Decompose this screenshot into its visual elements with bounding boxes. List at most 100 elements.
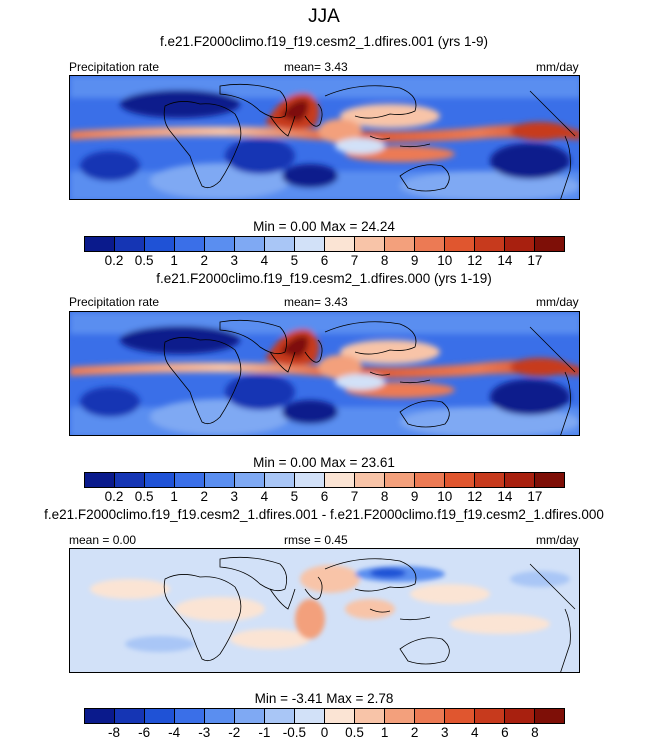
panel3-colorbar-cell xyxy=(265,709,295,723)
panel1-colorbar-cell xyxy=(385,237,415,251)
panel2-colorbar-cell xyxy=(295,473,325,487)
panel3-mean-label: mean = 0.00 xyxy=(69,533,137,547)
panel3-colorbar-cell xyxy=(85,709,115,723)
panel2-colorbar-cell xyxy=(505,473,535,487)
panel3-colorbar-cell xyxy=(115,709,145,723)
panel1-colorbar-cell xyxy=(235,237,265,251)
panel1-colorbar-cell xyxy=(325,237,355,251)
panel2-colorbar-cell xyxy=(475,473,505,487)
panel1-colorbar-cell xyxy=(115,237,145,251)
panel3-map-svg xyxy=(70,549,579,672)
panel1-colorbar-cell xyxy=(145,237,175,251)
panel2-tick-label: 0.5 xyxy=(134,489,154,504)
panel2-tick-label: 10 xyxy=(437,489,453,504)
panel1-tick-label: 14 xyxy=(497,253,513,268)
panel3-coastlines xyxy=(163,556,576,672)
panel1-tick-label: 1 xyxy=(170,253,178,268)
panel1-colorbar-cell xyxy=(535,237,564,251)
panel2-tick-label: 7 xyxy=(350,489,359,504)
panel1-tick-label: 12 xyxy=(467,253,483,268)
panel1-colorbar-cell xyxy=(85,237,115,251)
panel3-tick-label: 6 xyxy=(501,725,509,740)
panel3-tick-label: 1 xyxy=(380,725,389,740)
panel2-case-title: f.e21.F2000climo.f19_f19.cesm2_1.dfires.… xyxy=(156,271,492,286)
panel3-tick-label: -2 xyxy=(228,725,241,740)
panel1-colorbar-cell xyxy=(475,237,505,251)
panel2-colorbar-cell xyxy=(385,473,415,487)
panel2-colorbar-cell xyxy=(235,473,265,487)
panel3-minmax: Min = -3.41 Max = 2.78 xyxy=(254,691,394,706)
panel1-units-label: mm/day xyxy=(536,60,579,74)
panel2-tick-label: 0.2 xyxy=(104,489,124,504)
panel3-tick-label: -4 xyxy=(168,725,181,740)
panel3-tick-label: -0.5 xyxy=(282,725,307,740)
panel2-tick-label: 1 xyxy=(170,489,178,504)
panel3-map xyxy=(69,548,580,673)
panel1-tick-label: 10 xyxy=(437,253,453,268)
panel1-coastlines xyxy=(163,83,576,199)
panel3-colorbar-cell xyxy=(535,709,564,723)
panel2-tick-label: 12 xyxy=(467,489,483,504)
panel2-minmax: Min = 0.00 Max = 23.61 xyxy=(253,455,395,470)
panel1-colorbar-cell xyxy=(505,237,535,251)
panel3-colorbar-cell xyxy=(355,709,385,723)
panel2-map-svg xyxy=(70,312,579,435)
panel3-colorbar-cell xyxy=(295,709,325,723)
panel3-colorbar-cell xyxy=(325,709,355,723)
panel1-map xyxy=(69,75,580,200)
panel3-colorbar-ticks: -8 -6 -4 -3 -2 -1 -0.5 0 0.5 1 2 3 4 6 8 xyxy=(84,725,565,741)
panel1-tick-label: 2 xyxy=(200,253,209,268)
panel3-tick-label: 4 xyxy=(471,725,479,740)
panel3-tick-label: 0 xyxy=(320,725,329,740)
panel2-colorbar-cell xyxy=(145,473,175,487)
panel2-coastlines xyxy=(163,319,576,435)
panel1-case-title: f.e21.F2000climo.f19_f19.cesm2_1.dfires.… xyxy=(160,34,488,49)
panel1-colorbar-cell xyxy=(415,237,445,251)
panel3-tick-label: -1 xyxy=(258,725,271,740)
panel1-minmax: Min = 0.00 Max = 24.24 xyxy=(253,219,395,234)
panel2-tick-label: 5 xyxy=(290,489,299,504)
panel1-tick-label: 6 xyxy=(320,253,329,268)
panel2-colorbar-cell xyxy=(355,473,385,487)
panel3-rmse-label: rmse = 0.45 xyxy=(284,533,348,547)
panel1-colorbar-cell xyxy=(355,237,385,251)
panel1-colorbar-cell xyxy=(205,237,235,251)
panel1-colorbar-cell xyxy=(175,237,205,251)
panel2-units-label: mm/day xyxy=(536,295,579,309)
panel2-colorbar-ticks: 0.2 0.5 1 2 3 4 5 6 7 8 9 10 12 14 17 xyxy=(84,489,565,505)
panel3-units-label: mm/day xyxy=(536,533,579,547)
panel2-tick-label: 9 xyxy=(410,489,419,504)
panel1-mean-label: mean= 3.43 xyxy=(284,60,348,74)
panel1-colorbar xyxy=(84,236,565,252)
panel3-tick-label: -3 xyxy=(198,725,211,740)
panel2-tick-label: 3 xyxy=(230,489,239,504)
panel2-colorbar-cell xyxy=(205,473,235,487)
panel1-tick-label: 0.2 xyxy=(104,253,124,268)
panel2-colorbar-cell xyxy=(85,473,115,487)
panel1-map-svg xyxy=(70,76,579,199)
panel2-tick-label: 8 xyxy=(380,489,389,504)
panel1-tick-label: 9 xyxy=(410,253,419,268)
panel1-colorbar-cell xyxy=(445,237,475,251)
panel2-colorbar-cell xyxy=(415,473,445,487)
panel2-colorbar xyxy=(84,472,565,488)
panel2-left-label: Precipitation rate xyxy=(69,295,160,309)
panel3-colorbar-cell xyxy=(475,709,505,723)
panel2-tick-label: 14 xyxy=(497,489,513,504)
panel2-colorbar-cell xyxy=(265,473,295,487)
panel2-map xyxy=(69,311,580,436)
panel2-tick-label: 6 xyxy=(320,489,329,504)
panel1-colorbar-cell xyxy=(295,237,325,251)
panel1-tick-label: 17 xyxy=(527,253,543,268)
panel3-tick-label: 8 xyxy=(531,725,539,740)
panel1-tick-label: 4 xyxy=(260,253,269,268)
panel3-tick-label: 3 xyxy=(440,725,449,740)
season-title: JJA xyxy=(308,6,340,27)
panel1-colorbar-ticks: 0.2 0.5 1 2 3 4 5 6 7 8 9 10 12 14 17 xyxy=(84,253,565,269)
panel2-colorbar-cell xyxy=(535,473,564,487)
panel1-tick-label: 7 xyxy=(350,253,359,268)
panel3-colorbar-cell xyxy=(385,709,415,723)
panel2-tick-label: 2 xyxy=(200,489,209,504)
panel2-colorbar-cell xyxy=(175,473,205,487)
panel3-tick-label: 2 xyxy=(410,725,419,740)
